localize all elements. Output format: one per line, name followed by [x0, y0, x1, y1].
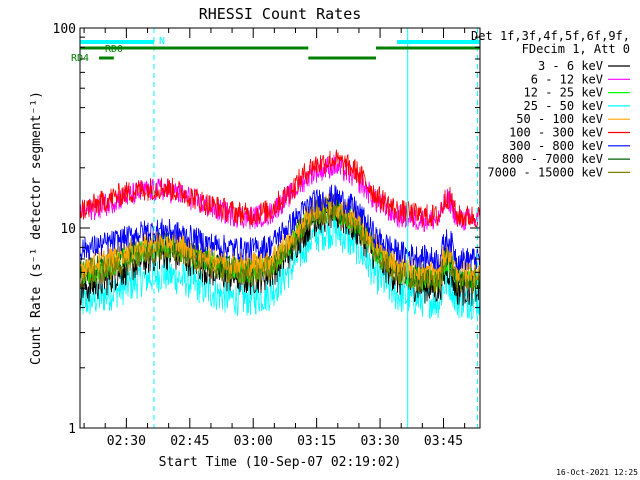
legend: Det 1f,3f,4f,5f,6f,9f, FDecim 1, Att 0 3… — [471, 29, 630, 179]
legend-entry-6: 100 - 300 keV — [509, 126, 603, 140]
flag-label-rd4: RD4 — [71, 53, 89, 64]
x-tick-label-0315: 03:15 — [297, 434, 336, 449]
chart-title: RHESSI Count Rates — [199, 5, 362, 23]
legend-entry-9: 7000 - 15000 keV — [487, 165, 603, 179]
x-tick-label-0345: 03:45 — [424, 434, 463, 449]
legend-entry-3: 12 - 25 keV — [524, 86, 603, 100]
y-tick-label-10: 10 — [60, 222, 76, 237]
legend-header-line-1: Det 1f,3f,4f,5f,6f,9f, — [471, 29, 630, 43]
series-line-2 — [80, 154, 480, 233]
timestamp: 16-Oct-2021 12:25 — [556, 468, 638, 477]
x-axis: 02:30 02:45 03:00 03:15 03:30 03:45 — [83, 28, 466, 449]
x-tick-label-0230: 02:30 — [107, 434, 146, 449]
flag-label-n: N — [159, 36, 165, 47]
legend-entry-1: 3 - 6 keV — [538, 59, 603, 73]
legend-entry-5: 50 - 100 keV — [516, 112, 603, 126]
series-line-7 — [80, 184, 480, 271]
y-axis-label: Count Rate (s⁻¹ detector segment⁻¹) — [29, 91, 44, 365]
x-axis-label: Start Time (10-Sep-07 02:19:02) — [159, 455, 402, 470]
legend-entry-2: 6 - 12 keV — [531, 72, 603, 86]
x-tick-label-0245: 02:45 — [170, 434, 209, 449]
x-tick-label-0300: 03:00 — [234, 434, 273, 449]
legend-entry-8: 800 - 7000 keV — [502, 152, 603, 166]
plot-frame — [79, 27, 481, 429]
y-tick-label-1: 1 — [68, 422, 76, 437]
y-tick-label-100: 100 — [53, 22, 76, 37]
y-axis: 1 10 100 — [53, 22, 480, 437]
legend-header-line-2: FDecim 1, Att 0 — [522, 42, 630, 56]
legend-entry-4: 25 - 50 keV — [524, 99, 603, 113]
flag-label-rd0: RD0 — [105, 44, 123, 55]
legend-entry-7: 300 - 800 keV — [509, 139, 603, 153]
series-line-6 — [80, 149, 480, 228]
x-tick-label-0330: 03:30 — [361, 434, 400, 449]
